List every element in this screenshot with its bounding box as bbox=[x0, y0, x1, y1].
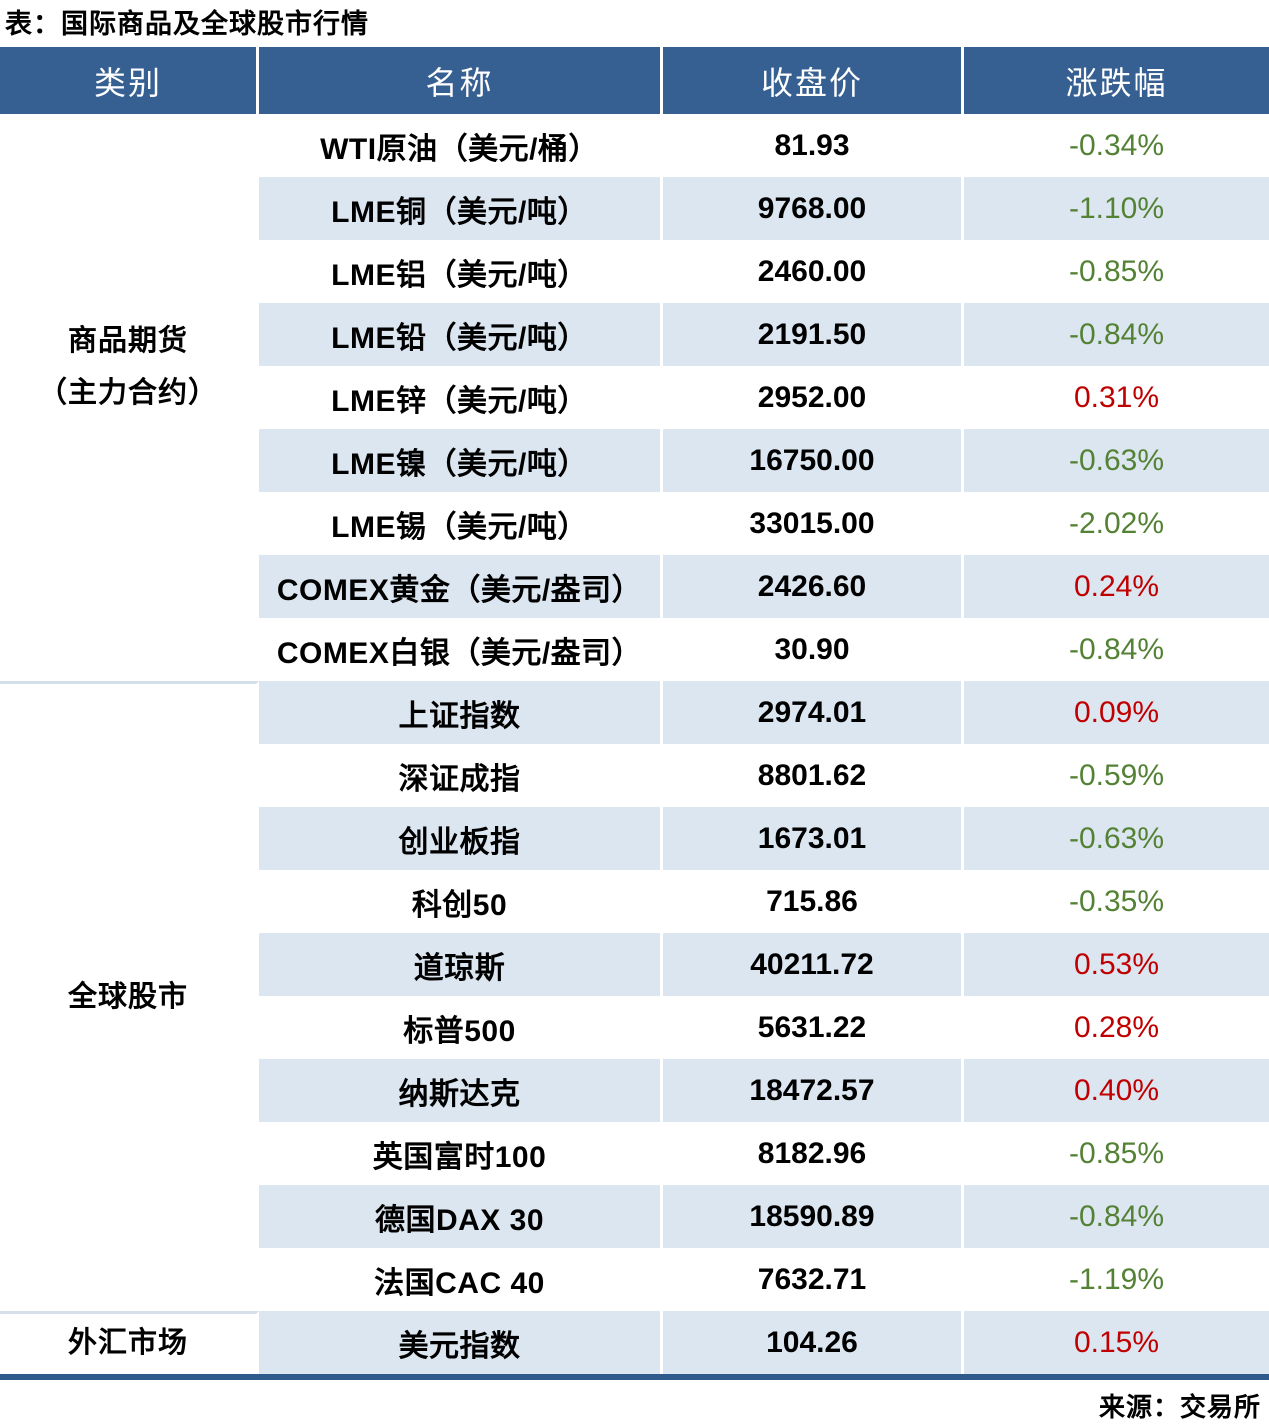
market-table: 类别 名称 收盘价 涨跌幅 商品期货 （主力合约） WTI原油（美元/桶） 81… bbox=[0, 47, 1269, 1380]
category-label: 全球股市 bbox=[67, 980, 188, 1013]
page-title: 表：国际商品及全球股市行情 bbox=[5, 9, 369, 39]
change-cell: -0.59% bbox=[964, 744, 1269, 807]
change-cell: -2.02% bbox=[964, 492, 1269, 555]
table-row: 道琼斯 40211.72 0.53% bbox=[0, 933, 1269, 996]
name-cell: 美元指数 bbox=[259, 1311, 663, 1374]
category-label: 外汇市场 bbox=[67, 1327, 188, 1360]
close-cell: 715.86 bbox=[663, 870, 964, 933]
category-cell-global-stocks: 全球股市 bbox=[0, 681, 259, 1311]
change-cell: 0.53% bbox=[964, 933, 1269, 996]
name-cell: 标普500 bbox=[259, 996, 663, 1059]
change-cell: -0.84% bbox=[964, 303, 1269, 366]
change-cell: -0.85% bbox=[964, 240, 1269, 303]
table-row: LME铝（美元/吨） 2460.00 -0.85% bbox=[0, 240, 1269, 303]
change-cell: -1.10% bbox=[964, 177, 1269, 240]
category-cell-forex: 外汇市场 bbox=[0, 1311, 259, 1374]
name-cell: WTI原油（美元/桶） bbox=[259, 114, 663, 177]
close-cell: 2426.60 bbox=[663, 555, 964, 618]
change-cell: 0.15% bbox=[964, 1311, 1269, 1374]
close-cell: 7632.71 bbox=[663, 1248, 964, 1311]
header-cell-category: 类别 bbox=[0, 47, 259, 114]
table-row: 全球股市 上证指数 2974.01 0.09% bbox=[0, 681, 1269, 1311]
change-cell: 0.31% bbox=[964, 366, 1269, 429]
name-cell: 英国富时100 bbox=[259, 1122, 663, 1185]
name-cell: LME锌（美元/吨） bbox=[259, 366, 663, 429]
name-cell: 科创50 bbox=[259, 870, 663, 933]
table-row: LME镍（美元/吨） 16750.00 -0.63% bbox=[0, 429, 1269, 492]
change-cell: -0.35% bbox=[964, 870, 1269, 933]
change-cell: -0.63% bbox=[964, 429, 1269, 492]
close-cell: 9768.00 bbox=[663, 177, 964, 240]
name-cell: 法国CAC 40 bbox=[259, 1248, 663, 1311]
name-cell: 上证指数 bbox=[259, 681, 663, 744]
close-cell: 81.93 bbox=[663, 114, 964, 177]
close-cell: 18590.89 bbox=[663, 1185, 964, 1248]
table-row: 外汇市场 美元指数 104.26 0.15% bbox=[0, 1311, 1269, 1374]
close-cell: 18472.57 bbox=[663, 1059, 964, 1122]
close-cell: 8801.62 bbox=[663, 744, 964, 807]
table-row: 商品期货 （主力合约） WTI原油（美元/桶） 81.93 -0.34% bbox=[0, 114, 1269, 681]
close-cell: 104.26 bbox=[663, 1311, 964, 1374]
table-row: 创业板指 1673.01 -0.63% bbox=[0, 807, 1269, 870]
close-cell: 30.90 bbox=[663, 618, 964, 681]
close-cell: 2974.01 bbox=[663, 681, 964, 744]
change-cell: 0.24% bbox=[964, 555, 1269, 618]
change-cell: 0.40% bbox=[964, 1059, 1269, 1122]
change-cell: 0.09% bbox=[964, 681, 1269, 744]
close-cell: 8182.96 bbox=[663, 1122, 964, 1185]
name-cell: LME铜（美元/吨） bbox=[259, 177, 663, 240]
table-row: 纳斯达克 18472.57 0.40% bbox=[0, 1059, 1269, 1122]
change-cell: -0.85% bbox=[964, 1122, 1269, 1185]
category-label-line2: （主力合约） bbox=[37, 376, 218, 409]
category-cell-commodity-futures: 商品期货 （主力合约） bbox=[0, 114, 259, 681]
name-cell: LME镍（美元/吨） bbox=[259, 429, 663, 492]
table-row: 英国富时100 8182.96 -0.85% bbox=[0, 1122, 1269, 1185]
name-cell: 道琼斯 bbox=[259, 933, 663, 996]
name-cell: COMEX白银（美元/盎司） bbox=[259, 618, 663, 681]
change-cell: -1.19% bbox=[964, 1248, 1269, 1311]
name-cell: 创业板指 bbox=[259, 807, 663, 870]
close-cell: 2952.00 bbox=[663, 366, 964, 429]
header-cell-name: 名称 bbox=[259, 47, 663, 114]
name-cell: LME铅（美元/吨） bbox=[259, 303, 663, 366]
table-row: LME铜（美元/吨） 9768.00 -1.10% bbox=[0, 177, 1269, 240]
header-cell-close: 收盘价 bbox=[663, 47, 964, 114]
name-cell: 深证成指 bbox=[259, 744, 663, 807]
table-row: 深证成指 8801.62 -0.59% bbox=[0, 744, 1269, 807]
table-row: LME锌（美元/吨） 2952.00 0.31% bbox=[0, 366, 1269, 429]
category-label: 商品期货 bbox=[67, 324, 188, 357]
header-cell-change: 涨跌幅 bbox=[964, 47, 1269, 114]
table-row: LME铅（美元/吨） 2191.50 -0.84% bbox=[0, 303, 1269, 366]
name-cell: LME铝（美元/吨） bbox=[259, 240, 663, 303]
name-cell: 德国DAX 30 bbox=[259, 1185, 663, 1248]
table-row: 科创50 715.86 -0.35% bbox=[0, 870, 1269, 933]
close-cell: 5631.22 bbox=[663, 996, 964, 1059]
name-cell: 纳斯达克 bbox=[259, 1059, 663, 1122]
close-cell: 2191.50 bbox=[663, 303, 964, 366]
table-row: 法国CAC 40 7632.71 -1.19% bbox=[0, 1248, 1269, 1311]
close-cell: 16750.00 bbox=[663, 429, 964, 492]
header-row: 类别 名称 收盘价 涨跌幅 bbox=[0, 47, 1269, 114]
table-row: COMEX黄金（美元/盎司） 2426.60 0.24% bbox=[0, 555, 1269, 618]
source-note: 来源：交易所 bbox=[1098, 1392, 1261, 1422]
change-cell: -0.84% bbox=[964, 618, 1269, 681]
change-cell: -0.34% bbox=[964, 114, 1269, 177]
close-cell: 33015.00 bbox=[663, 492, 964, 555]
table-row: LME锡（美元/吨） 33015.00 -2.02% bbox=[0, 492, 1269, 555]
name-cell: LME锡（美元/吨） bbox=[259, 492, 663, 555]
table-row: COMEX白银（美元/盎司） 30.90 -0.84% bbox=[0, 618, 1269, 681]
change-cell: -0.63% bbox=[964, 807, 1269, 870]
table-row: 德国DAX 30 18590.89 -0.84% bbox=[0, 1185, 1269, 1248]
close-cell: 40211.72 bbox=[663, 933, 964, 996]
table-row: 标普500 5631.22 0.28% bbox=[0, 996, 1269, 1059]
close-cell: 2460.00 bbox=[663, 240, 964, 303]
close-cell: 1673.01 bbox=[663, 807, 964, 870]
change-cell: -0.84% bbox=[964, 1185, 1269, 1248]
name-cell: COMEX黄金（美元/盎司） bbox=[259, 555, 663, 618]
change-cell: 0.28% bbox=[964, 996, 1269, 1059]
